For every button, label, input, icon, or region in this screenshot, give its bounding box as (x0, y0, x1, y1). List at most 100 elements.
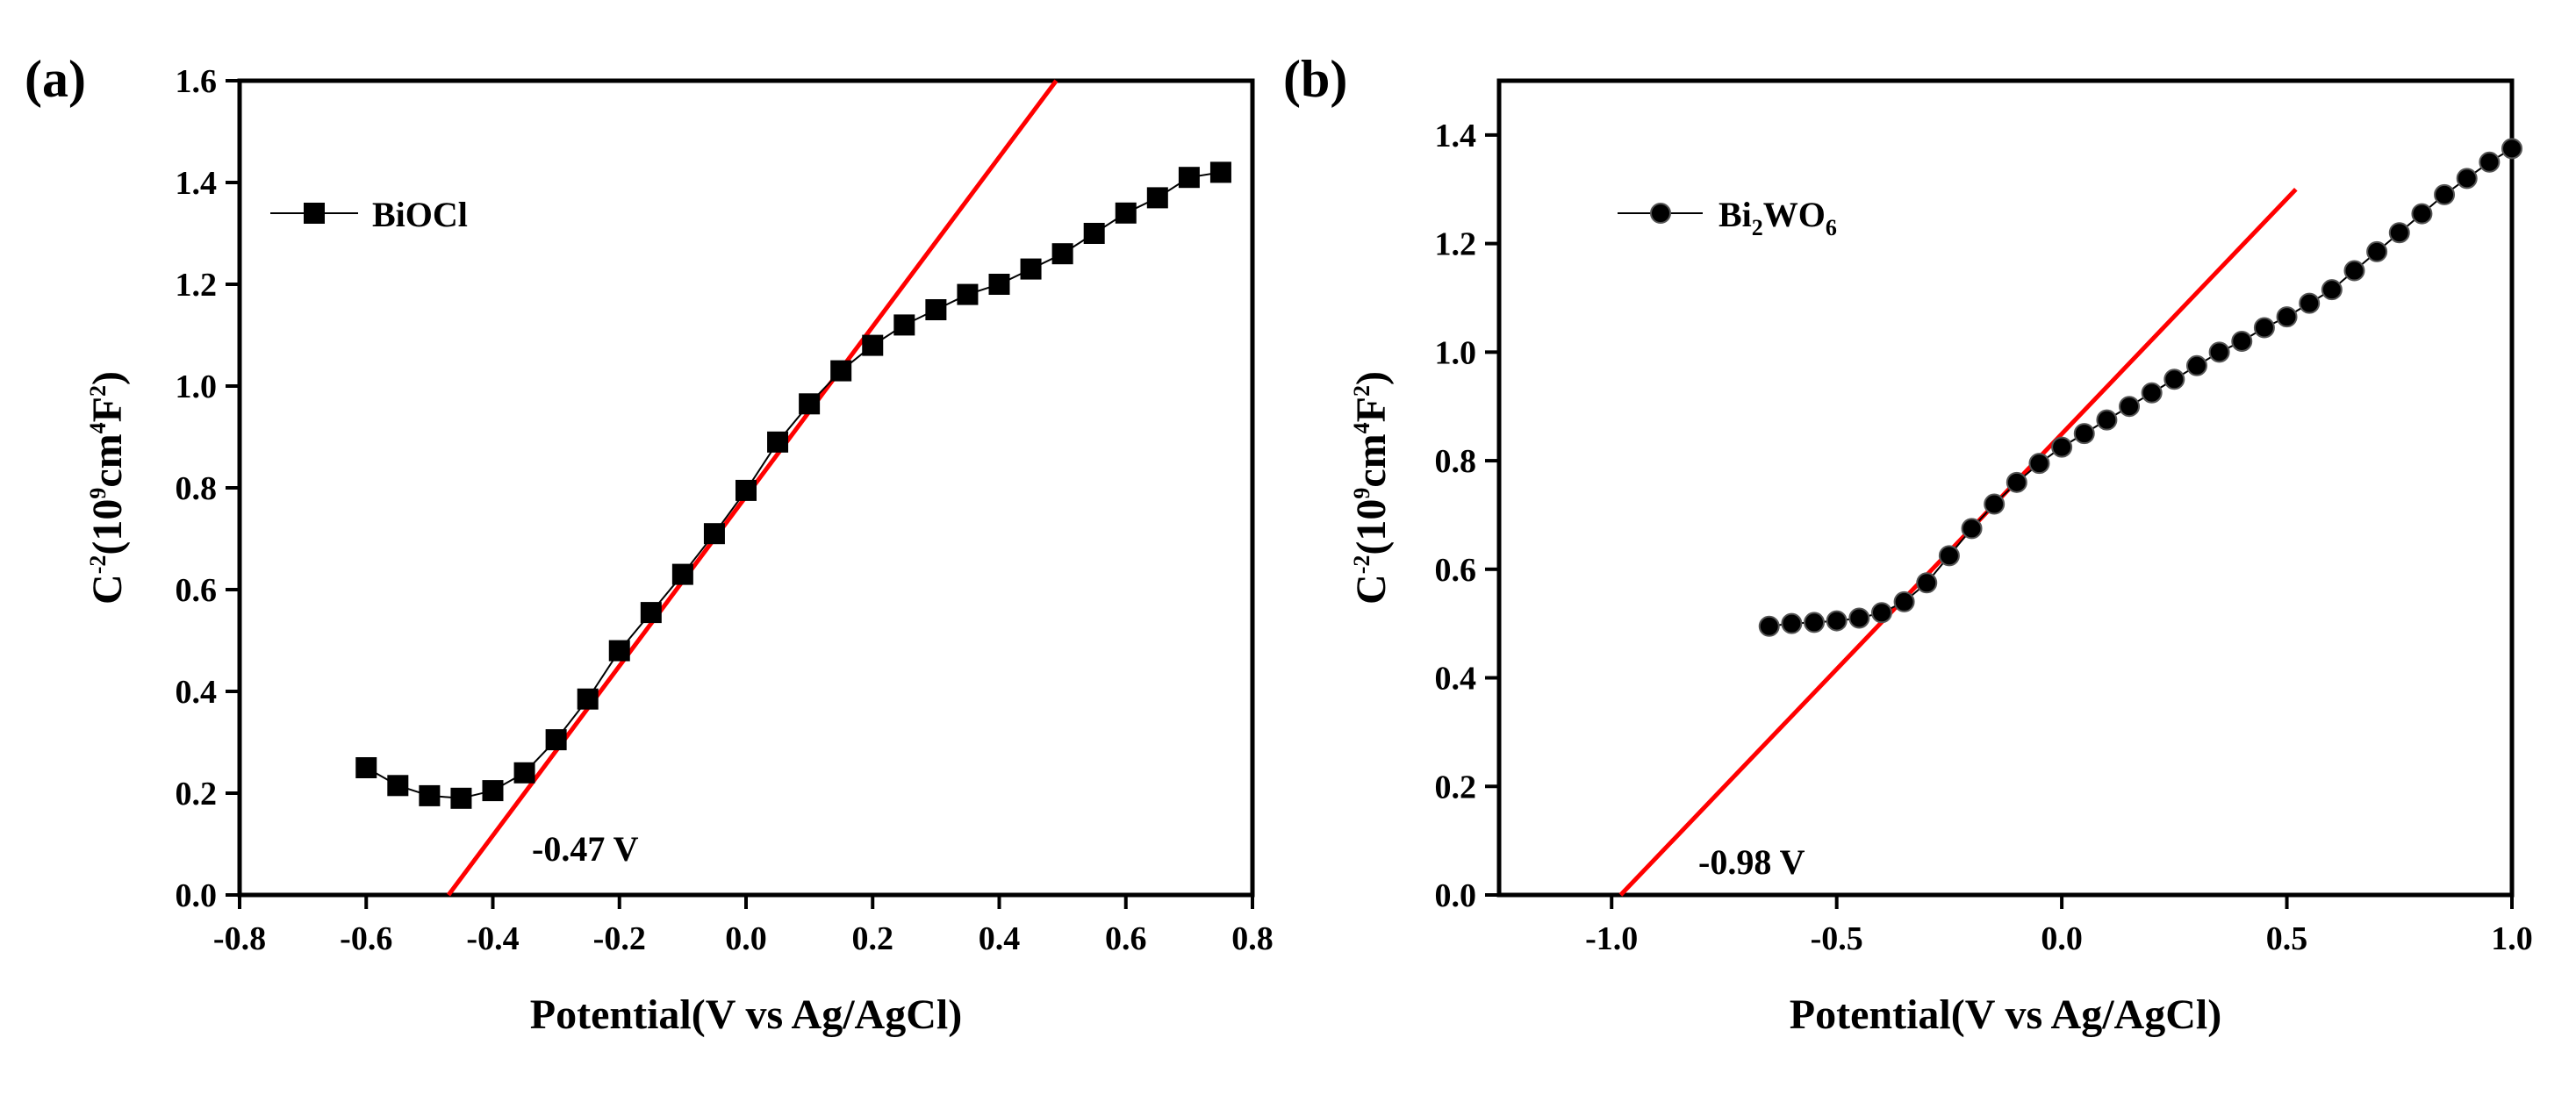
panel-b-y-tick-label: 1.2 (1435, 226, 1477, 263)
panel-a-data-point (1083, 223, 1105, 244)
panel-b-data-point (1893, 590, 1915, 612)
panel-b-data-point (2479, 151, 2501, 173)
panel-b-annotation: -0.98 V (1698, 842, 1805, 882)
panel-b-x-ticks: -1.0 -0.5 0.0 0.5 1.0 (1585, 895, 2533, 957)
panel-b-data-point (2163, 369, 2185, 390)
panel-b-y-tick-label: 0.2 (1435, 769, 1477, 805)
panel-b-x-tick-label: -0.5 (1811, 920, 1863, 957)
panel-a-x-tick-label: 0.8 (1231, 920, 1274, 957)
panel-a-data-point (387, 775, 409, 797)
panel-a-data-point (862, 334, 884, 356)
panel-a-x-tick-label: -0.4 (466, 920, 519, 957)
panel-a-data-point (608, 640, 630, 662)
panel-a-x-tick-label: 0.0 (725, 920, 767, 957)
panel-a-x-ticks: -0.8 -0.6 -0.4 -0.2 0.0 0.2 0.4 0.6 0.8 (213, 895, 1274, 957)
panel-b-y-tick-label: 1.0 (1435, 334, 1477, 371)
panel-a-data-point (1115, 202, 1137, 224)
panel-b-y-tick-label: 0.0 (1435, 877, 1477, 914)
panel-b-data-point (2141, 382, 2163, 404)
panel-b-data-point (2411, 203, 2433, 225)
panel-b-data-point (2028, 453, 2050, 475)
panel-b-data-point (1938, 545, 1960, 567)
panel-a-data-point (893, 314, 915, 336)
panel-b-legend-marker (1650, 203, 1671, 224)
panel-b-data-point (2231, 330, 2253, 352)
panel-b-legend: Bi2WO6 (1618, 195, 1837, 240)
panel-b-data-point (2185, 354, 2207, 376)
panel-a-y-tick-label: 1.6 (176, 63, 218, 100)
panel-b-data-point (1804, 612, 1826, 633)
panel-a-x-tick-label: 0.4 (979, 920, 1021, 957)
panel-b-fit-layer (1618, 188, 2298, 897)
panel-a: (a) -0.8 -0.6 -0.4 -0.2 0.0 0.2 0.4 0.6 0.8 0.0 0… (25, 50, 1274, 1038)
panel-a-legend-label: BiOCl (372, 195, 468, 234)
panel-b-data-point (2434, 183, 2456, 205)
panel-b-series-line (1769, 147, 2513, 627)
panel-a-x-tick-label: 0.2 (852, 920, 894, 957)
panel-a-series-line (365, 171, 1222, 799)
panel-b-data-point (1984, 493, 2006, 515)
panel-b-x-tick-label: 0.0 (2041, 920, 2083, 957)
panel-b-data-point (2006, 471, 2027, 493)
panel-a-data-point (640, 602, 662, 624)
panel-a-x-tick-label: -0.2 (593, 920, 646, 957)
panel-a-data-point (1051, 243, 1073, 265)
panel-a-data-point (450, 787, 472, 809)
panel-b-data-point (1916, 572, 1938, 594)
panel-b-data-point (1758, 615, 1780, 637)
panel-a-data-point (703, 523, 725, 545)
panel-b-data-point (1848, 607, 1870, 629)
panel-a-data-point (1209, 161, 1231, 183)
panel-b-data-point (2119, 396, 2141, 418)
panel-b-data-point (2073, 423, 2095, 445)
panel-a-y-tick-label: 0.6 (176, 572, 218, 609)
panel-a-data-point (671, 563, 693, 585)
panel-a-y-tick-label: 1.0 (176, 369, 218, 405)
panel-b-label: (b) (1283, 50, 1347, 108)
panel-a-data-point (988, 274, 1010, 295)
panel-a-x-tick-label: -0.8 (213, 920, 266, 957)
panel-a-data-point (355, 757, 377, 778)
panel-b-data-point (2276, 306, 2298, 328)
panel-a-annotation: -0.47 V (532, 829, 639, 869)
panel-b-plot-frame (1496, 78, 2515, 898)
panel-b-data-point (2208, 341, 2230, 363)
panel-a-legend: BiOCl (270, 195, 468, 234)
panel-a-data-point (545, 729, 567, 751)
panel-b-y-axis-title: C-2(109cm4F2) (1348, 371, 1395, 605)
panel-b-data-point (1870, 602, 1892, 624)
panel-b-data-point (2366, 240, 2388, 262)
panel-a-data-point (577, 688, 599, 710)
panel-a-data-point (957, 283, 979, 305)
panel-a-data-point (513, 762, 535, 784)
panel-a-data-point (1146, 187, 1168, 209)
panel-a-x-tick-label: -0.6 (340, 920, 392, 957)
panel-b-data-point (2501, 138, 2522, 160)
panel-a-data-point (735, 479, 757, 501)
panel-b-x-tick-label: -1.0 (1585, 920, 1638, 957)
panel-a-y-tick-label: 0.8 (176, 470, 218, 507)
panel-a-y-tick-label: 0.2 (176, 776, 218, 812)
panel-a-data-point (1178, 167, 1200, 189)
panel-b-y-tick-label: 1.4 (1435, 118, 1477, 154)
panel-b-series-layer (1758, 138, 2522, 637)
panel-b-data-point (2456, 168, 2478, 190)
panel-b-fit-line (1618, 188, 2298, 897)
panel-a-x-tick-label: 0.6 (1105, 920, 1147, 957)
panel-a-y-tick-label: 0.4 (176, 674, 218, 711)
panel-a-data-point (925, 299, 947, 320)
panel-b-y-tick-label: 0.4 (1435, 661, 1477, 698)
panel-b-data-point (2299, 292, 2321, 314)
panel-b-data-point (2253, 317, 2275, 339)
panel-b-data-point (2096, 409, 2118, 431)
panel-a-x-axis-title: Potential(V vs Ag/AgCl) (530, 991, 962, 1038)
panel-a-label: (a) (25, 50, 86, 108)
panel-a-series-layer (355, 161, 1231, 809)
panel-a-y-tick-label: 1.4 (176, 165, 218, 202)
panel-b-data-point (2321, 279, 2343, 301)
panel-b: (b) -1.0 -0.5 0.0 0.5 1.0 0.0 0.2 0.4 0.6 0.8 1.0… (1283, 50, 2533, 1038)
panel-a-data-point (830, 360, 852, 382)
panel-b-data-point (1961, 518, 1983, 540)
panel-b-legend-label: Bi2WO6 (1719, 195, 1837, 240)
